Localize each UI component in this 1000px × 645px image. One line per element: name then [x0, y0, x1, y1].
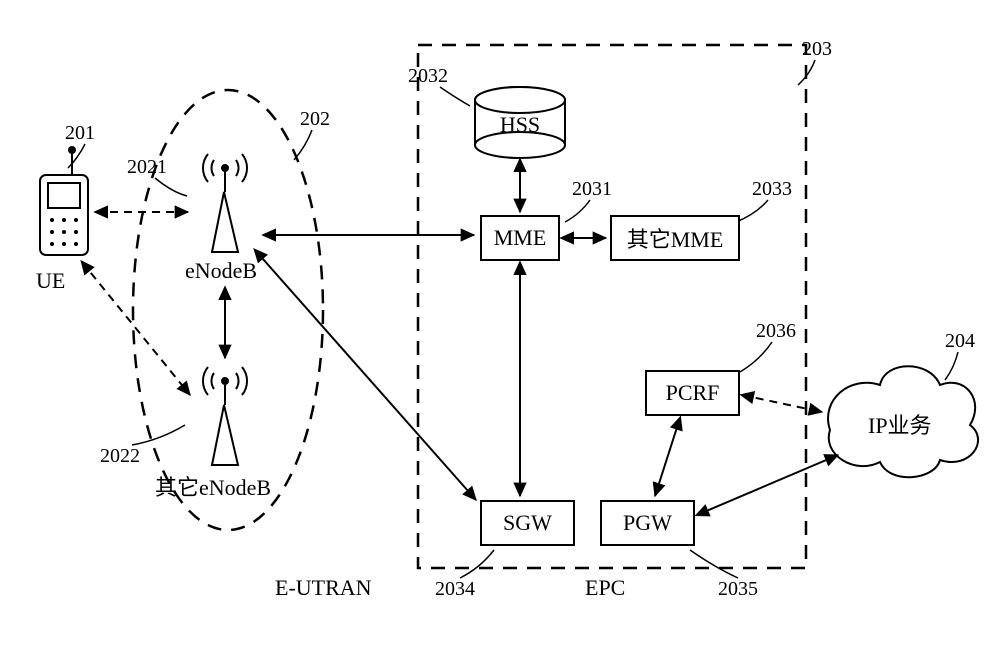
diagram-canvas: HSS [0, 0, 1000, 645]
ue-text: UE [36, 268, 65, 294]
ref-2022: 2022 [100, 445, 140, 468]
epc-container [418, 45, 806, 568]
ref-203: 203 [802, 38, 832, 61]
other-mme-label: 其它MME [627, 222, 724, 254]
sgw-label: SGW [503, 510, 552, 536]
sgw-box: SGW [480, 500, 575, 546]
ref-2036: 2036 [756, 320, 796, 343]
ref-204: 204 [945, 330, 975, 353]
pgw-label: PGW [623, 510, 672, 536]
other-mme-box: 其它MME [610, 215, 740, 261]
svg-text:HSS: HSS [500, 112, 540, 137]
ref-2031: 2031 [572, 178, 612, 201]
pcrf-label: PCRF [666, 380, 720, 406]
edges [82, 160, 838, 515]
pcrf-box: PCRF [645, 370, 740, 416]
epc-text: EPC [585, 575, 625, 601]
other-enodeb-icon [203, 367, 247, 465]
enb2-text: 其它eNodeB [155, 470, 271, 502]
mme-box: MME [480, 215, 560, 261]
ref-2034: 2034 [435, 578, 475, 601]
ip-text: IP业务 [868, 408, 932, 440]
ref-202: 202 [300, 108, 330, 131]
ref-201: 201 [65, 122, 95, 145]
ref-2021: 2021 [127, 156, 167, 179]
svg-underlay: HSS [0, 0, 1000, 645]
ref-2033: 2033 [752, 178, 792, 201]
ue-phone-icon [40, 147, 88, 255]
enodeb-icon [203, 154, 247, 252]
eutran-text: E-UTRAN [275, 575, 372, 601]
pgw-box: PGW [600, 500, 695, 546]
ref-2035: 2035 [718, 578, 758, 601]
hss-cylinder: HSS [475, 87, 565, 158]
ref-2032: 2032 [408, 65, 448, 88]
mme-label: MME [494, 225, 547, 251]
enb1-text: eNodeB [185, 258, 257, 284]
